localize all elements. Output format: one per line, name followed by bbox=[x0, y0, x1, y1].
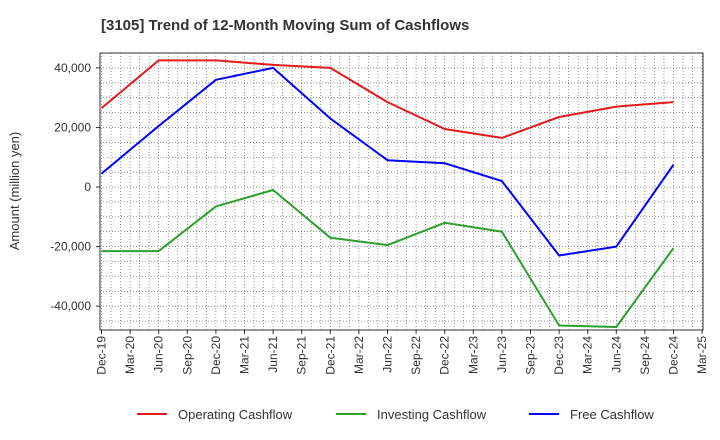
x-tick-label: Sep-23 bbox=[524, 336, 538, 375]
legend-label: Operating Cashflow bbox=[178, 407, 293, 422]
x-tick-label: Jun-22 bbox=[381, 336, 395, 373]
y-axis: 40,000 20,000 0 -20,000 -40,000 bbox=[50, 61, 100, 313]
x-tick-label: Jun-20 bbox=[152, 336, 166, 373]
x-tick-label: Jun-23 bbox=[495, 336, 509, 373]
y-tick-label: 0 bbox=[84, 180, 91, 194]
x-tick-label: Dec-20 bbox=[209, 336, 223, 375]
x-tick-label: Mar-22 bbox=[352, 336, 366, 374]
x-tick-label: Jun-21 bbox=[266, 336, 280, 373]
x-tick-label: Mar-23 bbox=[466, 336, 480, 374]
legend: Operating Cashflow Investing Cashflow Free… bbox=[137, 407, 654, 422]
y-axis-title: Amount (million yen) bbox=[7, 132, 22, 251]
x-tick-label: Mar-21 bbox=[238, 336, 252, 374]
x-tick-label: Dec-24 bbox=[667, 336, 681, 375]
chart-title: [3105] Trend of 12-Month Moving Sum of C… bbox=[101, 17, 469, 34]
y-tick-label: -40,000 bbox=[50, 299, 91, 313]
x-tick-label: Dec-21 bbox=[323, 336, 337, 375]
x-axis: Dec-19 Mar-20 Jun-20 Sep-20 Dec-20 Mar-21 Jun-… bbox=[95, 330, 709, 375]
grid bbox=[100, 52, 703, 330]
x-tick-label: Sep-24 bbox=[638, 336, 652, 375]
x-tick-label: Sep-21 bbox=[295, 336, 309, 375]
series-lines bbox=[100, 59, 675, 328]
x-tick-label: Mar-24 bbox=[581, 336, 595, 374]
legend-label: Free Cashflow bbox=[570, 407, 654, 422]
x-tick-label: Mar-25 bbox=[695, 336, 709, 374]
y-tick-label: -20,000 bbox=[50, 240, 91, 254]
series-line bbox=[100, 66, 675, 257]
x-tick-label: Sep-20 bbox=[180, 336, 194, 375]
y-tick-label: 40,000 bbox=[54, 61, 91, 75]
x-tick-label: Dec-22 bbox=[438, 336, 452, 375]
x-tick-label: Sep-22 bbox=[409, 336, 423, 375]
legend-label: Investing Cashflow bbox=[377, 407, 487, 422]
x-tick-label: Dec-23 bbox=[552, 336, 566, 375]
x-tick-label: Mar-20 bbox=[123, 336, 137, 374]
x-tick-label: Jun-24 bbox=[609, 336, 623, 373]
series-line bbox=[100, 59, 674, 139]
y-tick-label: 20,000 bbox=[54, 120, 91, 134]
series-line bbox=[101, 189, 675, 328]
plot-frame bbox=[99, 52, 704, 331]
x-tick-label: Dec-19 bbox=[95, 336, 109, 375]
